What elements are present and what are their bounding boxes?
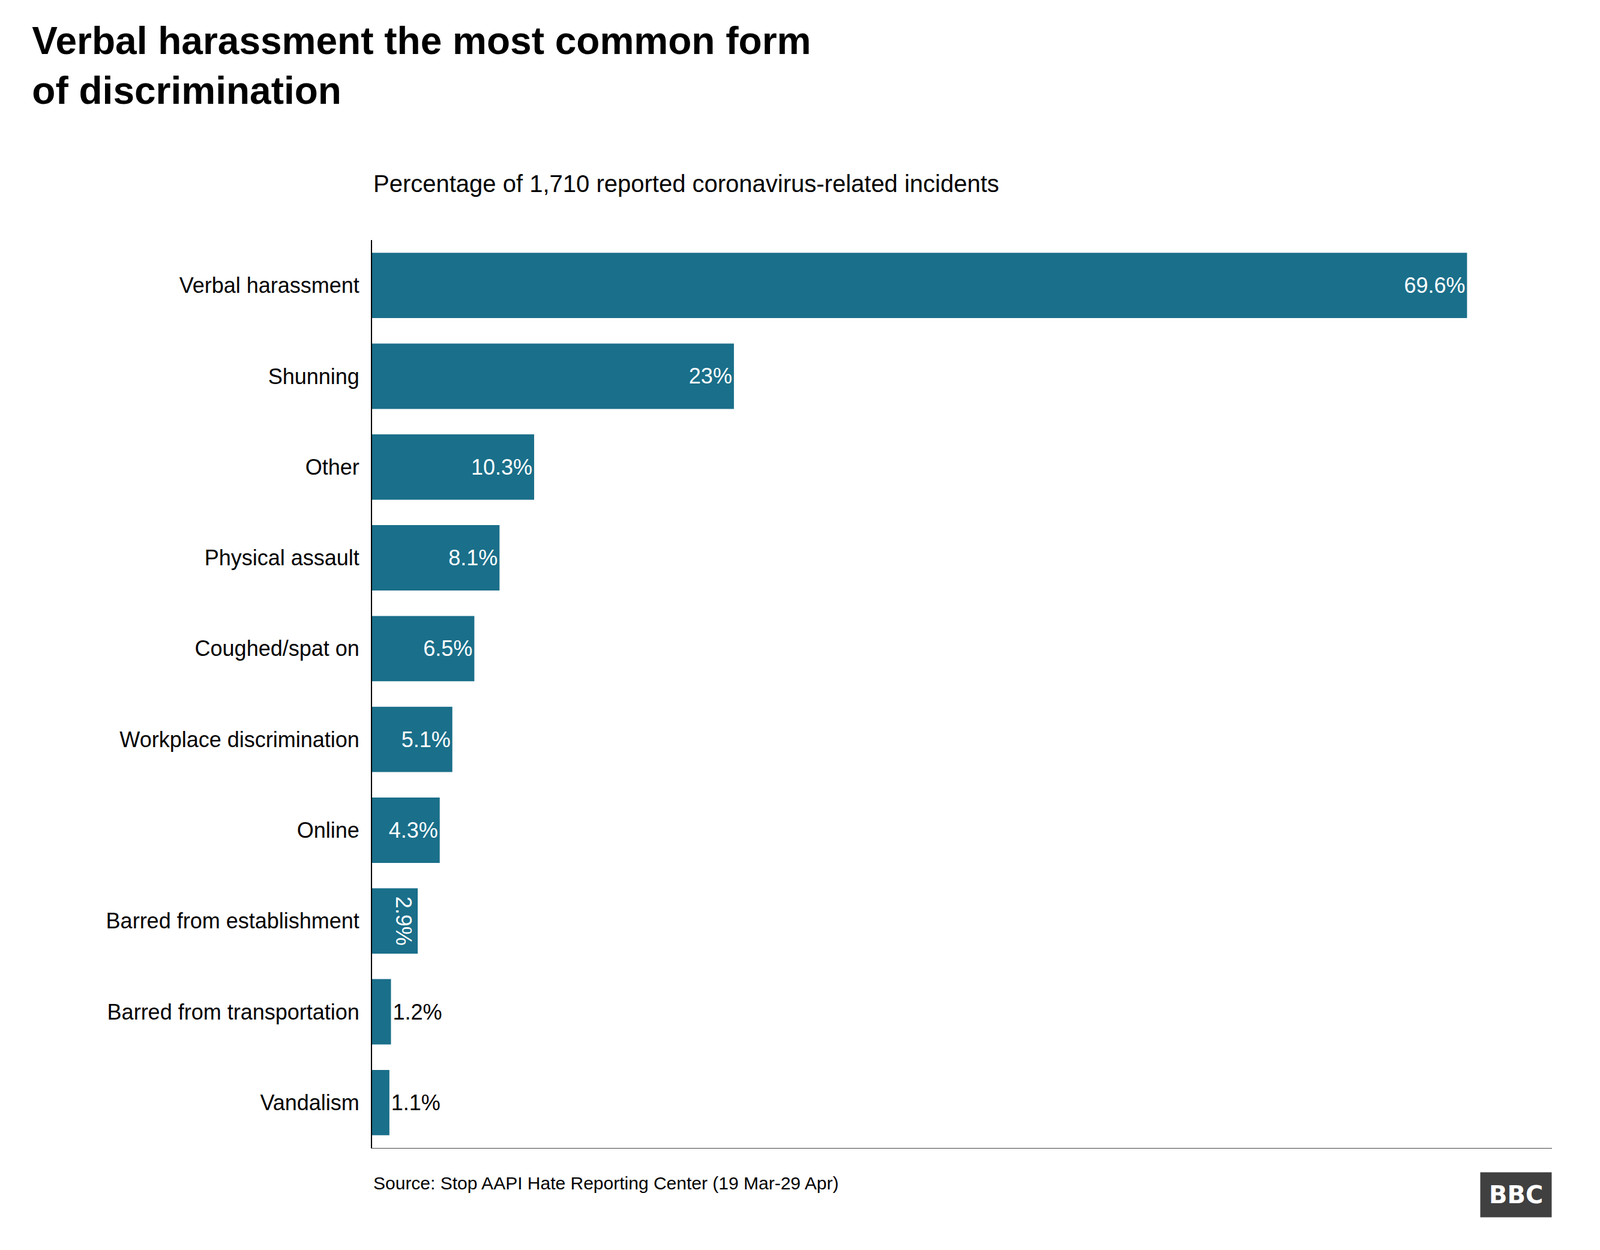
svg-text:69.6%: 69.6% (1403, 273, 1465, 298)
svg-text:Verbal harassment: Verbal harassment (179, 273, 360, 298)
svg-text:Online: Online (297, 818, 360, 843)
svg-text:Percentage of 1,710 reported c: Percentage of 1,710 reported coronavirus… (373, 170, 1000, 197)
svg-text:23%: 23% (688, 363, 733, 389)
svg-text:Barred from establishment: Barred from establishment (106, 908, 360, 934)
svg-text:1.2%: 1.2% (392, 999, 442, 1025)
svg-text:Physical assault: Physical assault (204, 545, 360, 571)
svg-text:Source: Stop AAPI Hate Reporti: Source: Stop AAPI Hate Reporting Center … (373, 1173, 839, 1194)
svg-text:Shunning: Shunning (268, 364, 360, 389)
svg-text:Vandalism: Vandalism (259, 1090, 359, 1116)
svg-text:BBC: BBC (1488, 1181, 1543, 1209)
svg-text:10.3%: 10.3% (471, 454, 533, 480)
svg-text:Barred from transportation: Barred from transportation (107, 999, 360, 1025)
svg-text:5.1%: 5.1% (401, 727, 451, 752)
svg-text:Verbal harassment the most com: Verbal harassment the most common formof… (31, 19, 811, 113)
svg-text:2.9%: 2.9% (391, 896, 416, 946)
svg-text:6.5%: 6.5% (423, 636, 473, 661)
svg-text:8.1%: 8.1% (448, 545, 498, 571)
svg-text:Coughed/spat on: Coughed/spat on (195, 636, 360, 661)
svg-text:Workplace discrimination: Workplace discrimination (119, 727, 359, 752)
svg-text:1.1%: 1.1% (391, 1090, 441, 1116)
svg-text:Other: Other (305, 454, 360, 480)
svg-text:4.3%: 4.3% (388, 818, 439, 843)
